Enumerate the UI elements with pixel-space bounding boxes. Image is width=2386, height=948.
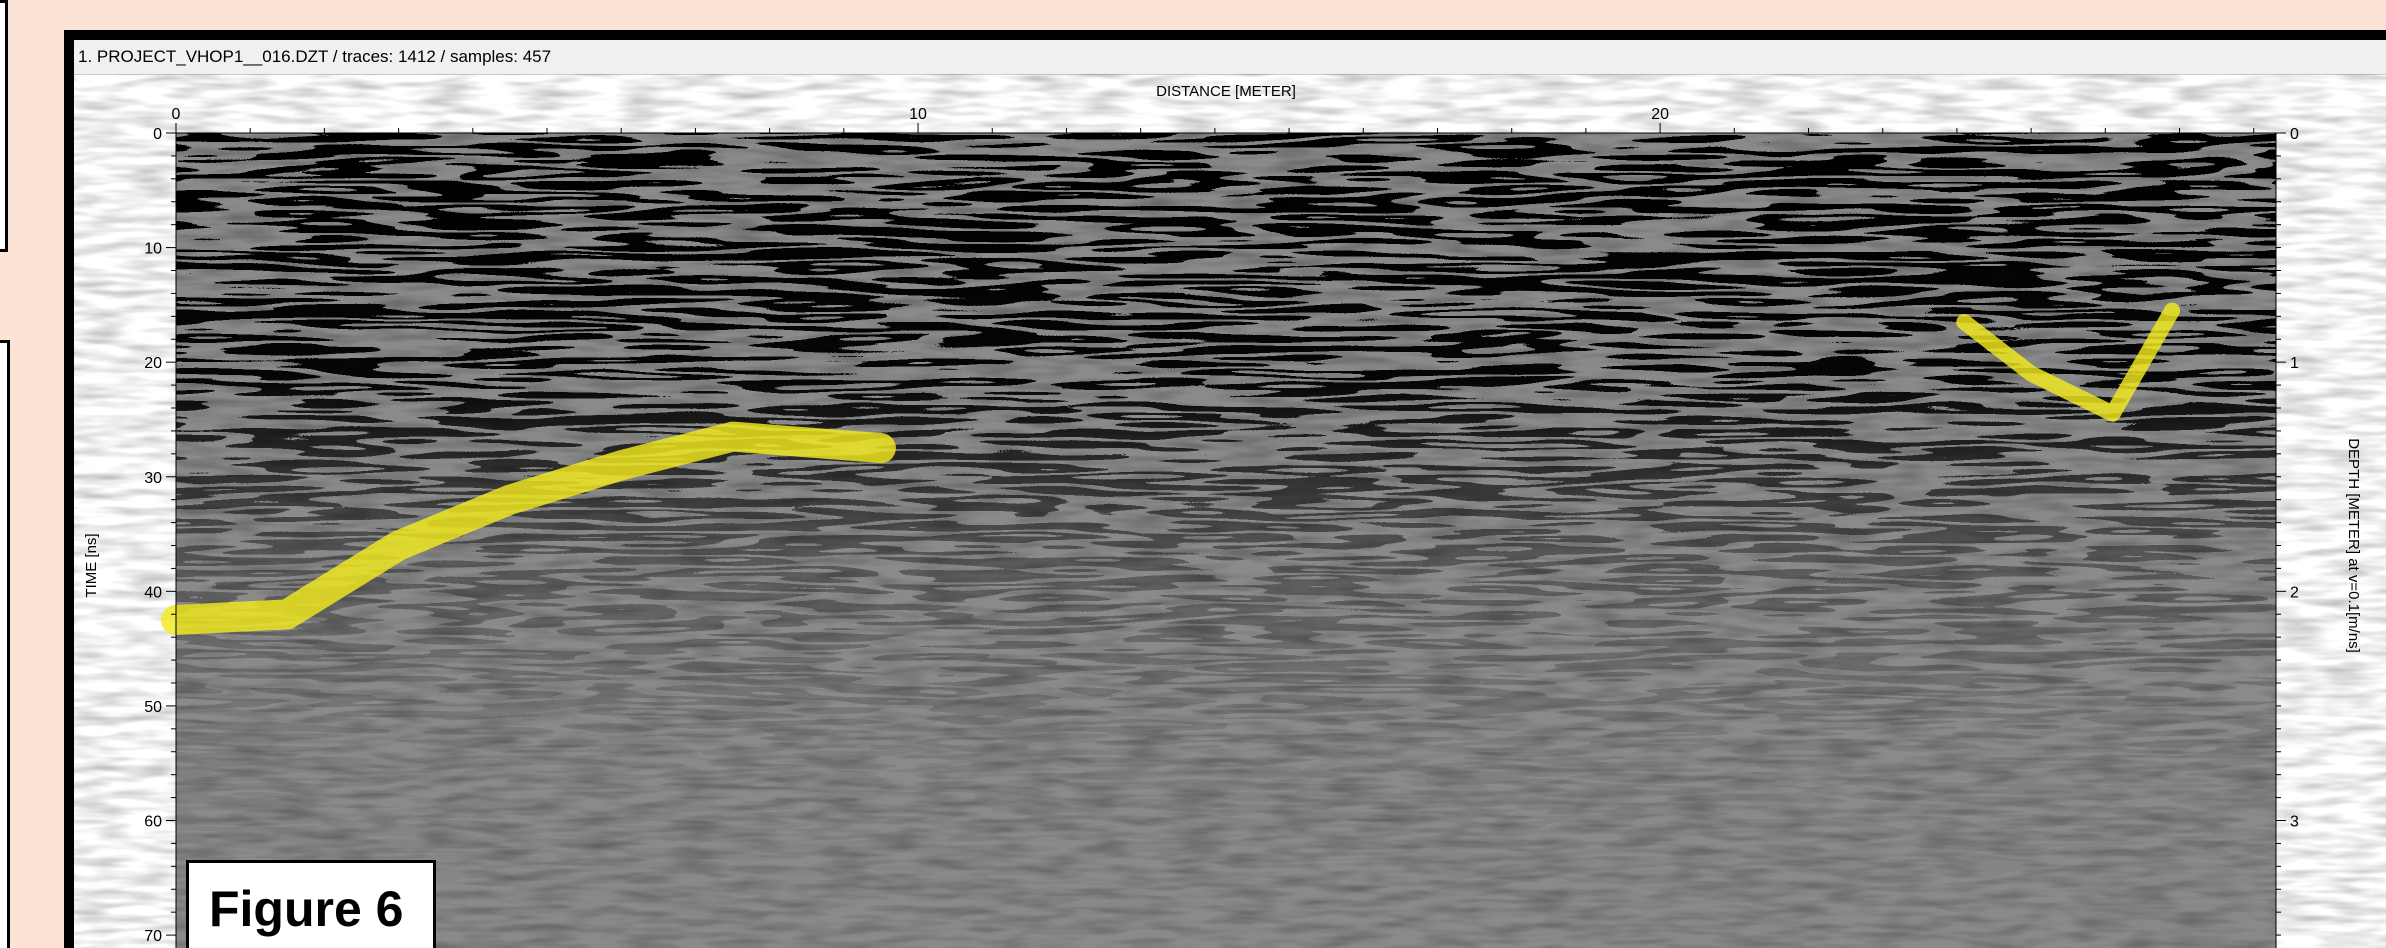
y-tick-label: 50 xyxy=(144,699,162,716)
y2-tick-label: 0 xyxy=(2290,126,2299,143)
y2-axis-title: DEPTH [METER] at v=0.1[m/ns] xyxy=(2345,438,2362,653)
figure-frame: 1. PROJECT_VHOP1__016.DZT / traces: 1412… xyxy=(64,30,2386,948)
y-tick-label: 10 xyxy=(144,241,162,258)
radargram-window: 1. PROJECT_VHOP1__016.DZT / traces: 1412… xyxy=(74,40,2386,948)
figure-label: Figure 6 xyxy=(186,860,436,948)
y-axis-title: TIME [ns] xyxy=(83,533,100,597)
y2-tick-label: 3 xyxy=(2290,814,2299,831)
radargram-image xyxy=(161,133,2276,948)
y2-tick-label: 1 xyxy=(2290,355,2299,372)
axes: 0 10 20 0 10 20 30 40 50 60 70 0 1 2 3 xyxy=(144,106,2299,948)
reflection-grain xyxy=(176,133,2276,948)
y-tick-label: 60 xyxy=(144,814,162,831)
left-panel-edge-bottom xyxy=(0,340,10,948)
highlighted-reflector-1 xyxy=(161,421,896,635)
x-tick-label: 20 xyxy=(1651,106,1669,123)
x-axis-title: DISTANCE [METER] xyxy=(1156,83,1296,100)
highlighted-reflectors xyxy=(161,302,2181,635)
x-tick-label: 10 xyxy=(909,106,927,123)
y-tick-label: 40 xyxy=(144,584,162,601)
radargram-chart: DISTANCE [METER] TIME [ns] DEPTH [METER]… xyxy=(83,83,2362,948)
left-panel-edge-top xyxy=(0,0,8,252)
y-tick-label: 0 xyxy=(153,126,162,143)
x-tick-label: 0 xyxy=(172,106,181,123)
y-tick-label: 70 xyxy=(144,928,162,945)
y2-tick-label: 2 xyxy=(2290,584,2299,601)
y-tick-label: 20 xyxy=(144,355,162,372)
window-title: 1. PROJECT_VHOP1__016.DZT / traces: 1412… xyxy=(74,40,2386,75)
highlighted-reflector-2 xyxy=(1956,302,2181,422)
y-tick-label: 30 xyxy=(144,470,162,487)
